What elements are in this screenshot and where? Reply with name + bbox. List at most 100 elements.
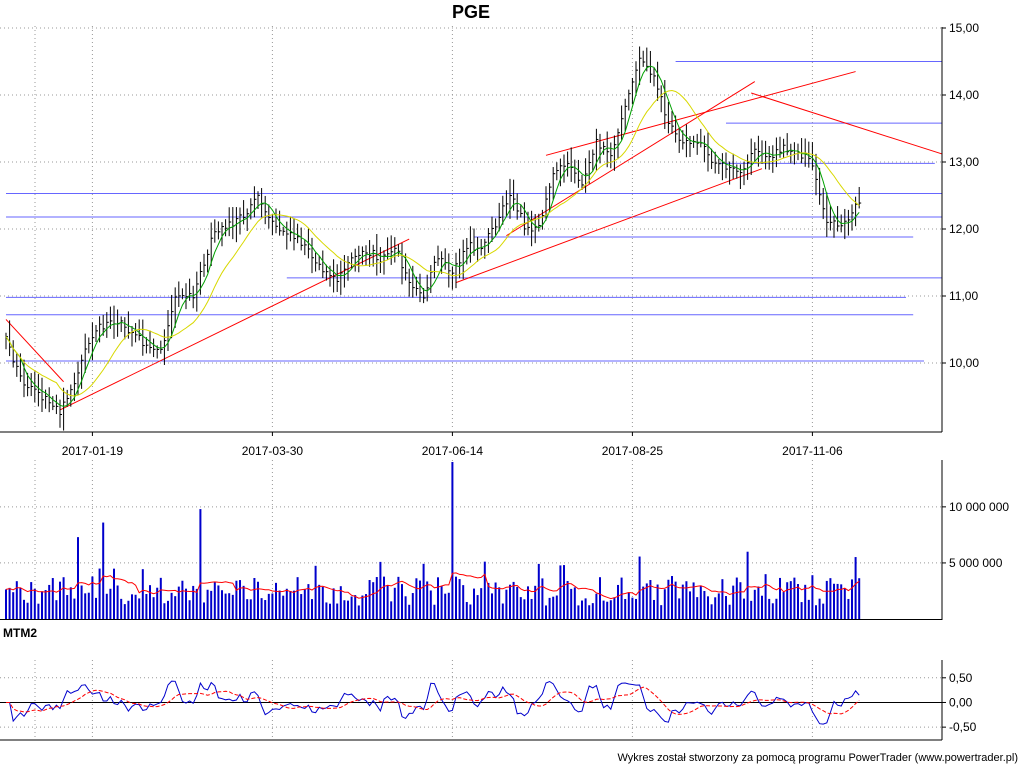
volume-bar — [570, 588, 573, 619]
volume-bar — [386, 585, 389, 619]
volume-bar — [185, 588, 187, 619]
volume-bar — [127, 600, 130, 619]
volume-bar — [491, 593, 493, 619]
volume-bar — [537, 563, 540, 619]
volume-bar — [336, 603, 339, 619]
volume-bar — [735, 577, 738, 619]
volume-bar — [401, 584, 403, 619]
trendlines — [5, 71, 943, 411]
volume-bar — [163, 603, 166, 619]
volume-bar — [73, 598, 76, 619]
mtm-grid — [0, 660, 942, 738]
moving-average-line — [5, 65, 860, 407]
volume-bar — [753, 589, 756, 619]
volume-bar — [87, 592, 90, 619]
volume-bar — [80, 585, 83, 619]
volume-bar — [825, 580, 828, 619]
volume-bar — [48, 584, 51, 619]
volume-bar — [732, 585, 735, 619]
volume-bar — [530, 598, 533, 619]
volume-bar — [689, 591, 691, 619]
volume-y-tick-labels: 5 000 000 10 000 000 — [942, 500, 1009, 570]
volume-bar — [555, 595, 558, 619]
volume-bar — [37, 603, 40, 619]
volume-bar — [314, 565, 317, 619]
volume-bar — [545, 605, 547, 619]
volume-bar — [833, 583, 835, 619]
support-resistance-levels — [6, 61, 942, 362]
volume-bar — [152, 597, 155, 619]
volume-bar — [307, 584, 310, 619]
volume-bar — [231, 594, 234, 619]
volume-bar — [429, 590, 432, 619]
volume-bar — [51, 578, 54, 619]
volume-bar — [609, 600, 612, 619]
volume-bar — [775, 598, 778, 619]
volume-bar — [8, 587, 11, 619]
volume-bar — [797, 584, 799, 619]
volume-bar — [807, 599, 810, 619]
volume-bar — [811, 575, 814, 619]
volume-bar — [383, 576, 385, 619]
volume-bar — [635, 598, 637, 619]
volume-bar — [210, 590, 213, 619]
y-tick-label: 0,00 — [949, 695, 973, 709]
volume-bar — [188, 600, 191, 619]
volume-bar — [15, 581, 18, 619]
volume-bar — [725, 596, 727, 619]
volume-panel: 5 000 000 10 000 000 — [0, 460, 1009, 620]
volume-bar — [321, 586, 324, 619]
volume-bar — [257, 581, 259, 619]
volume-bar — [365, 594, 367, 619]
volume-bar — [379, 561, 382, 619]
trendline — [59, 238, 410, 411]
volume-bar — [102, 522, 105, 619]
volume-bar — [339, 586, 342, 619]
volume-ma-line — [5, 572, 860, 600]
mtm-series — [6, 680, 860, 725]
volume-bar — [473, 588, 475, 619]
volume-bar — [170, 592, 173, 619]
mtm-signal-line — [6, 686, 860, 715]
volume-bar — [800, 602, 803, 619]
volume-grid — [0, 460, 942, 619]
volume-bar — [685, 581, 688, 619]
volume-bar — [375, 577, 378, 619]
volume-bar — [678, 598, 681, 619]
volume-bar — [285, 588, 288, 619]
trendline — [506, 81, 756, 237]
volume-bar — [278, 590, 281, 619]
volume-bar — [23, 599, 25, 619]
volume-bar — [357, 605, 360, 619]
trendline — [751, 92, 943, 155]
volume-bar — [696, 597, 699, 619]
volume-bar — [192, 585, 195, 619]
y-tick-label: 5 000 000 — [949, 556, 1003, 570]
volume-bar — [602, 600, 605, 619]
volume-bar — [59, 581, 61, 619]
volume-bar — [159, 577, 162, 619]
trendline — [455, 168, 763, 284]
volume-bar — [44, 590, 47, 619]
volume-bar — [300, 594, 303, 619]
ohlc-bars — [5, 46, 862, 431]
volume-bar — [721, 579, 724, 619]
volume-bar — [764, 574, 767, 619]
volume-bar — [311, 599, 313, 619]
volume-bar — [714, 597, 717, 619]
volume-bar — [419, 580, 421, 619]
volume-bar — [843, 588, 846, 619]
volume-bar — [599, 577, 601, 619]
volume-bar — [620, 577, 623, 619]
volume-moving-average — [5, 572, 860, 600]
volume-bar — [815, 605, 817, 619]
volume-bar — [116, 585, 119, 619]
volume-bar — [390, 601, 393, 619]
volume-bar — [145, 594, 148, 619]
volume-bar — [462, 585, 465, 619]
volume-bar — [55, 600, 58, 619]
volume-bar — [541, 578, 544, 619]
volume-bar — [123, 604, 126, 619]
volume-bar — [458, 579, 461, 619]
volume-bar — [588, 605, 591, 619]
